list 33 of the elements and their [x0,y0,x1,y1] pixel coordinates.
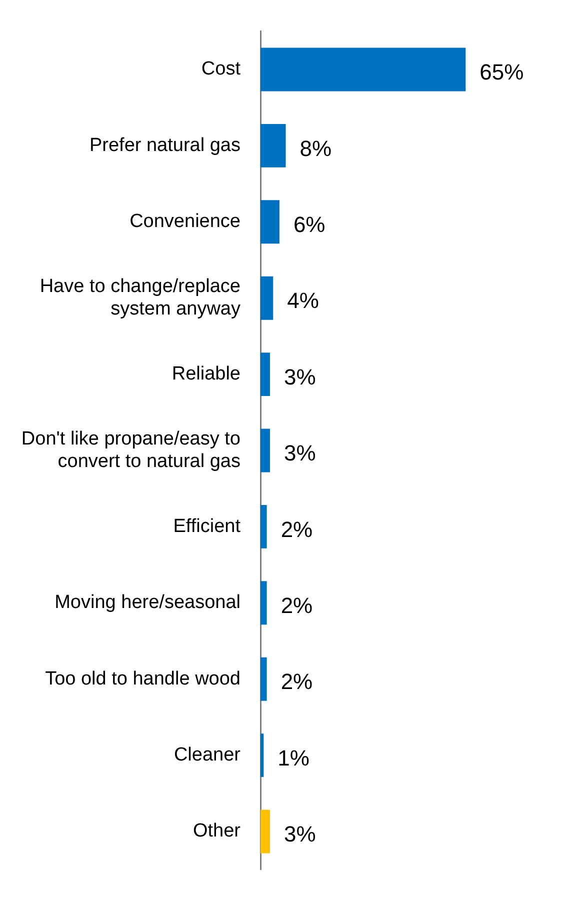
data-label: 6% [293,212,326,237]
y-tick-label: Other [192,820,242,842]
data-label: 2% [280,592,313,618]
bar [260,657,267,701]
data-label: 8% [300,136,332,161]
data-label: 1% [278,745,310,770]
data-label: 3% [284,364,316,390]
y-tick-label: Too old to handle wood [45,668,240,690]
data-label: 3% [284,822,316,847]
bar [260,810,270,854]
bar [260,124,286,168]
data-label: 65% [480,60,524,85]
bar [260,581,267,625]
y-tick-label: Cleaner [174,744,242,766]
bar [260,276,274,320]
y-tick-label: Reliable [172,364,240,385]
bar [260,352,270,396]
bar [260,504,267,548]
y-tick-label: Prefer natural gas [89,134,240,156]
bar [260,428,270,472]
y-tick-label: Efficient [173,516,242,537]
data-label: 2% [280,669,313,694]
data-label: 4% [287,288,319,314]
data-label: 3% [284,440,316,466]
y-tick-label: Don't like propane/easy to convert to natural gas [21,428,240,472]
bar [260,734,264,778]
bar [260,48,466,92]
data-label: 2% [280,516,313,542]
y-tick-label: Convenience [130,211,240,232]
y-tick-label: Have to change/replace system anyway [40,276,241,320]
y-tick-label: Cost [201,58,242,80]
bar [260,200,280,244]
y-tick-label: Moving here/seasonal [54,592,240,614]
